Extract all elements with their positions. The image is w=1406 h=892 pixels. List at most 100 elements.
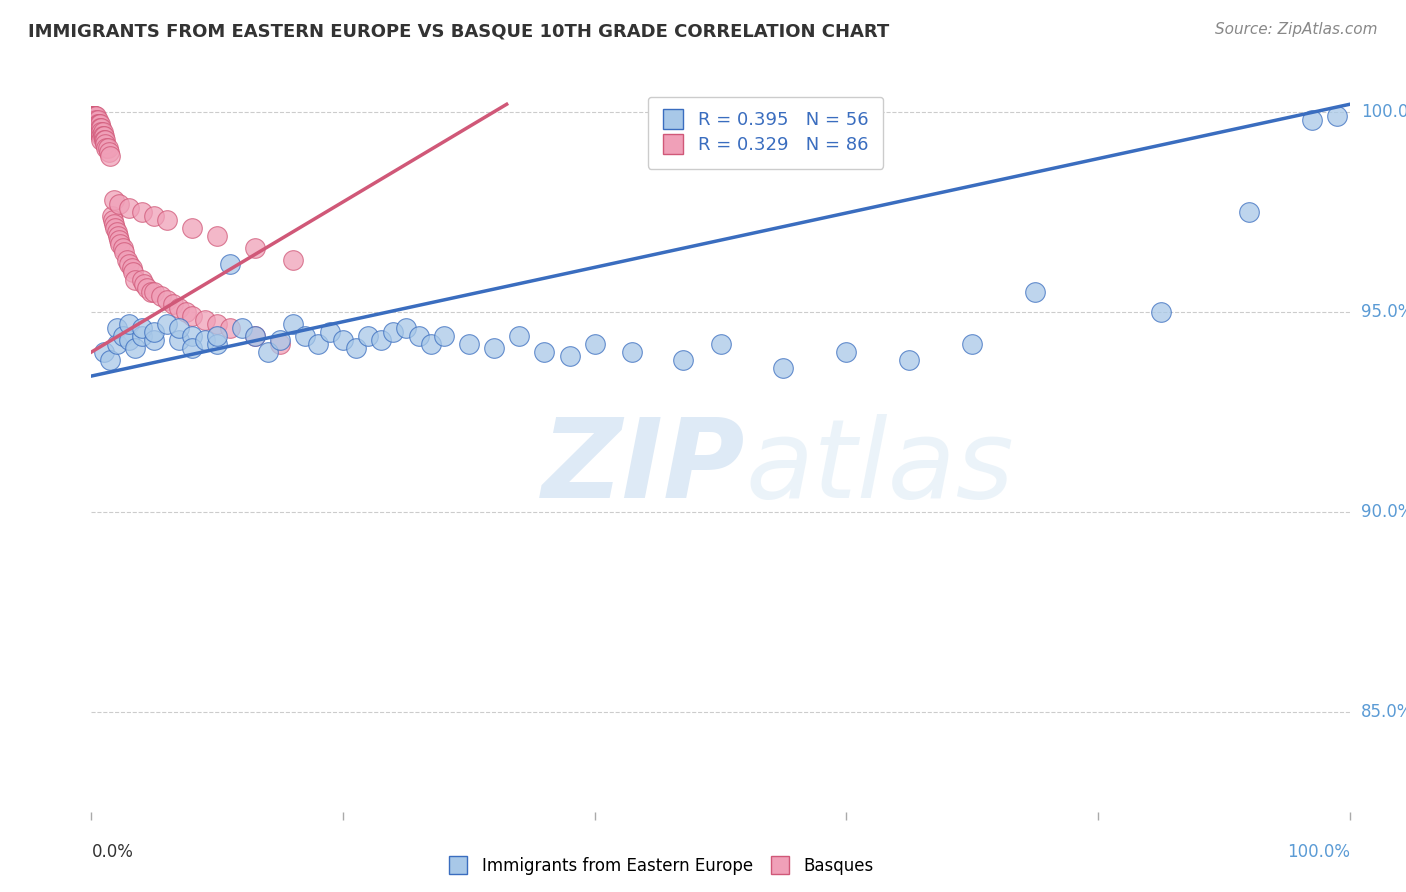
Point [124,273,146,287]
Point [121,261,143,276]
Text: 100.0%: 100.0% [1286,843,1350,861]
Point [90,129,112,144]
Point [101,213,124,227]
Point [96,141,118,155]
Point [205,337,228,351]
Point [94,133,117,147]
Text: atlas: atlas [745,415,1014,522]
Point [835,345,858,359]
Point [84,109,107,123]
Point [134,277,156,292]
Point [86,113,108,128]
Point [118,317,141,331]
Point [105,321,128,335]
Point [395,321,418,335]
Point [87,125,110,139]
Point [772,361,794,376]
Point [508,329,530,343]
Text: 100.0%: 100.0% [1361,103,1406,121]
Point [139,285,162,299]
Point [457,337,479,351]
Point [104,221,127,235]
Point [243,329,266,343]
Point [86,125,108,139]
Point [90,121,112,136]
Point [89,125,111,139]
Point [149,289,172,303]
Point [420,337,443,351]
Point [90,125,112,139]
Point [1150,305,1173,319]
Point [243,241,266,255]
Text: 85.0%: 85.0% [1361,703,1406,721]
Point [84,109,107,123]
Point [1326,109,1348,123]
Point [1237,205,1260,219]
Point [83,109,105,123]
Point [86,113,108,128]
Point [433,329,456,343]
Point [344,341,367,355]
Point [1301,113,1323,128]
Point [86,121,108,136]
Point [382,325,405,339]
Point [83,117,105,131]
Point [90,133,112,147]
Point [87,121,110,136]
Point [357,329,380,343]
Point [93,345,115,359]
Point [111,241,134,255]
Point [110,237,132,252]
Point [91,129,114,144]
Point [131,321,153,335]
Point [281,253,304,268]
Point [143,285,166,299]
Point [408,329,430,343]
Point [962,337,984,351]
Point [269,337,291,351]
Point [256,345,278,359]
Point [482,341,505,355]
Point [169,321,191,335]
Point [135,281,157,295]
Point [269,333,291,347]
Point [83,109,105,123]
Text: 0.0%: 0.0% [91,843,134,861]
Point [143,209,166,223]
Point [143,333,166,347]
Point [86,121,108,136]
Point [370,333,392,347]
Point [156,213,179,227]
Point [218,257,240,271]
Point [898,353,921,368]
Point [181,309,204,323]
Point [709,337,731,351]
Point [332,333,354,347]
Point [131,329,153,343]
Point [156,293,179,307]
Point [169,301,191,315]
Point [122,265,145,279]
Point [118,201,141,215]
Point [86,117,108,131]
Point [307,337,329,351]
Point [82,113,104,128]
Point [84,121,107,136]
Text: Source: ZipAtlas.com: Source: ZipAtlas.com [1215,22,1378,37]
Point [82,109,104,123]
Point [181,329,204,343]
Text: ZIP: ZIP [543,415,745,522]
Point [156,317,179,331]
Point [558,349,581,363]
Point [281,317,304,331]
Point [1024,285,1046,299]
Point [243,329,266,343]
Point [82,109,104,123]
Legend: Immigrants from Eastern Europe, Basques: Immigrants from Eastern Europe, Basques [441,851,880,882]
Point [205,229,228,244]
Point [83,113,105,128]
Text: 90.0%: 90.0% [1361,503,1406,521]
Point [87,117,110,131]
Point [205,317,228,331]
Point [111,329,134,343]
